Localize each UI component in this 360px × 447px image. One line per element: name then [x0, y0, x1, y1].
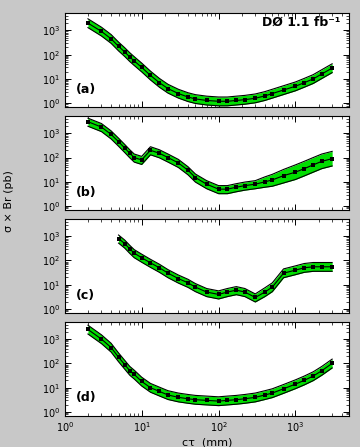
Text: σ × Br (pb): σ × Br (pb) — [4, 170, 14, 232]
Text: (c): (c) — [76, 289, 95, 302]
Text: DØ 1.1 fb⁻¹: DØ 1.1 fb⁻¹ — [262, 16, 341, 29]
Text: (a): (a) — [76, 83, 96, 96]
Text: (b): (b) — [76, 186, 97, 198]
Text: (d): (d) — [76, 392, 97, 405]
X-axis label: cτ  (mm): cτ (mm) — [182, 437, 232, 447]
